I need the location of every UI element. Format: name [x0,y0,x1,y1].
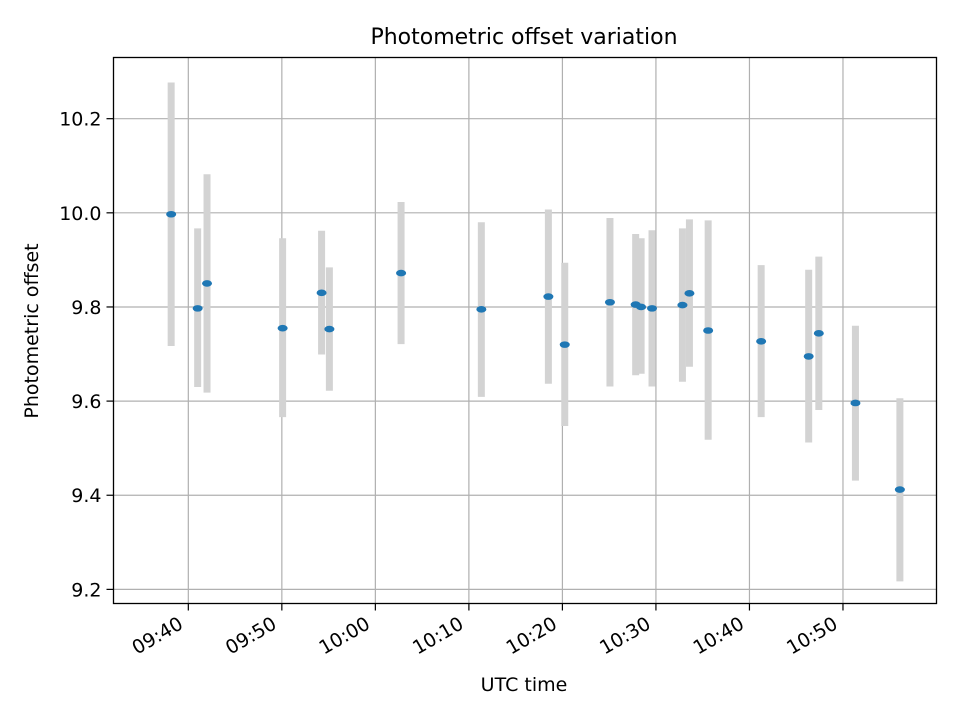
data-point [894,486,905,493]
x-tick-label: 10:40 [690,613,748,659]
y-axis-label: Photometric offset [21,243,43,418]
y-tick-label: 9.4 [71,485,101,507]
data-point [324,325,335,333]
data-point [604,298,615,306]
y-tick-label: 9.2 [71,579,101,601]
x-tick-label: 10:30 [596,613,654,659]
y-tick-label: 10.2 [59,109,101,131]
data-point [647,305,658,312]
data-point [756,338,767,345]
data-point [476,306,487,313]
x-tick-label: 09:50 [222,613,280,659]
y-tick-label: 10.0 [59,203,101,225]
data-points [166,210,905,493]
data-point [166,210,177,218]
data-point [850,399,861,407]
y-tick-label: 9.6 [71,391,101,413]
data-point [277,324,288,332]
data-point [543,293,554,300]
x-axis-label: UTC time [481,674,568,696]
data-point [396,269,407,277]
error-bars [167,82,904,582]
data-point [703,327,714,334]
data-point [813,330,824,337]
data-point [636,303,647,311]
data-point [559,341,570,348]
data-point [316,289,327,297]
data-point [803,353,814,360]
y-tick-label: 9.8 [71,297,101,319]
x-tick-label: 10:00 [315,613,373,659]
data-point [684,290,695,297]
axes-frame [112,56,938,605]
x-tick-label: 10:10 [409,613,467,659]
data-point [202,280,213,287]
data-point [192,305,203,312]
data-point [677,301,688,309]
x-tick-label: 09:40 [128,613,186,659]
x-axis-ticks: 09:40 09:50 10:00 10:10 10:20 10:30 10:40 10:50 [128,603,844,659]
x-tick-label: 10:20 [502,613,560,659]
x-tick-label: 10:50 [783,613,841,659]
grid-lines [113,57,937,604]
chart-title: Photometric offset variation [370,25,677,50]
y-axis-ticks: 9.2 9.4 9.6 9.8 10.0 10.2 [59,109,114,601]
